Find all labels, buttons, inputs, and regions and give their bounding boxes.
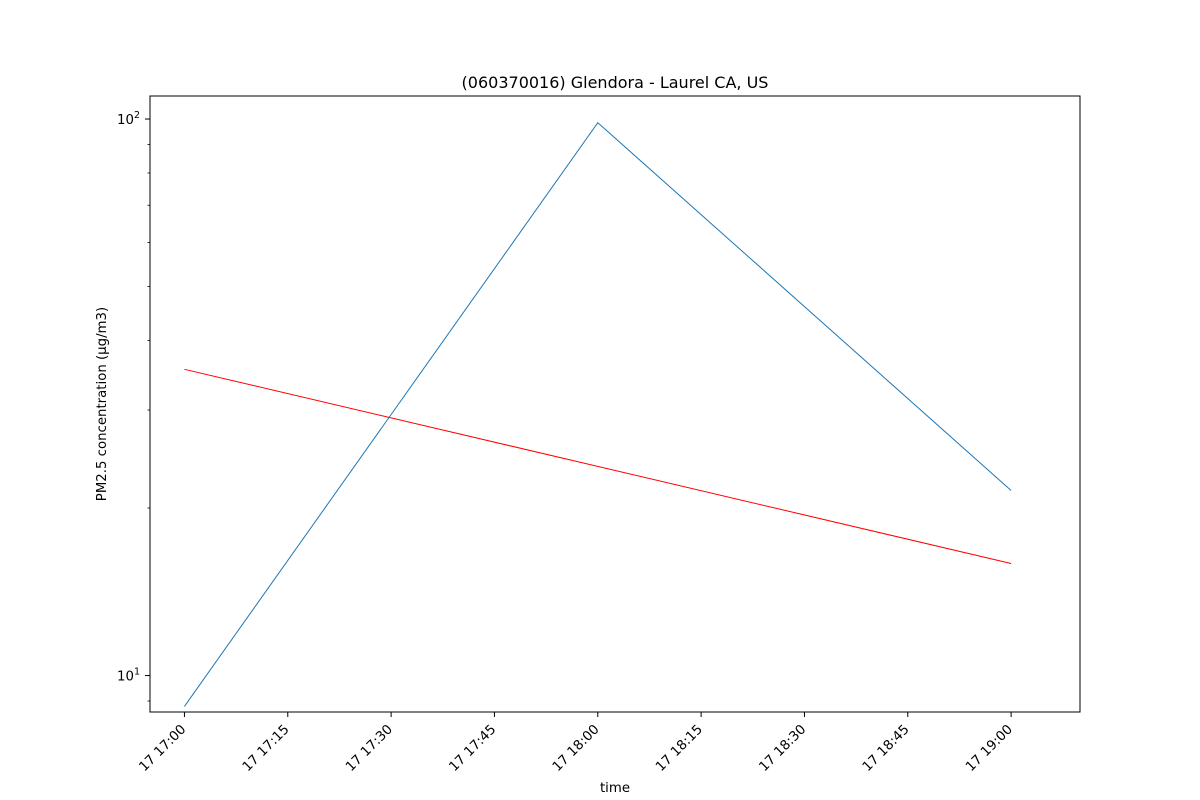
y-axis: 101 102 — [117, 110, 150, 702]
x-tick-label: 17 17:00 — [137, 722, 190, 775]
x-axis-title: time — [600, 781, 630, 796]
y-axis-title: PM2.5 concentration (µg/m3) — [95, 307, 110, 501]
plot-area-frame — [149, 95, 1081, 713]
x-tick-label: 17 18:00 — [550, 722, 603, 775]
x-tick-label: 17 17:30 — [343, 722, 396, 775]
series-layer — [183, 121, 1012, 707]
x-tick-label: 17 17:45 — [447, 722, 500, 775]
series-line-1 — [183, 121, 1012, 707]
chart-title: (060370016) Glendora - Laurel CA, US — [462, 73, 769, 92]
x-tick-label: 17 19:00 — [963, 722, 1016, 775]
x-tick-label: 17 17:15 — [240, 722, 293, 775]
x-tick-label: 17 18:45 — [860, 722, 913, 775]
series-line-2 — [184, 368, 1012, 564]
x-tick-label: 17 18:30 — [757, 722, 810, 775]
y-tick-label: 102 — [117, 110, 140, 128]
x-axis: 17 17:00 17 17:15 17 17:30 17 17:45 17 18:00… — [137, 712, 1016, 775]
y-tick-label: 101 — [117, 667, 140, 685]
x-tick-label: 17 18:15 — [653, 722, 706, 775]
